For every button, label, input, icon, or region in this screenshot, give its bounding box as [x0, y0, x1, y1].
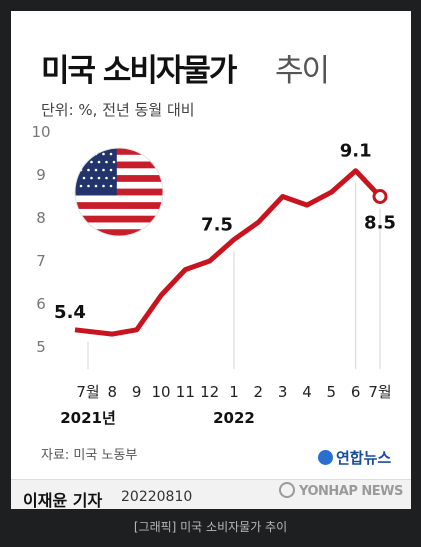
flag-star: [79, 184, 83, 188]
x-tick-label: 12: [200, 383, 219, 401]
flag-star: [102, 152, 105, 156]
flag-star: [109, 152, 113, 156]
infographic-card: 미국 소비자물가 추이 단위: %, 전년 동월 대비 5 6 7 8 9 10 5.4 7…: [11, 11, 411, 509]
chart-title-suffix: 추이: [275, 53, 330, 89]
flag-star: [94, 184, 98, 188]
x-tick-label: 7월: [368, 383, 391, 401]
flag-stripe: [75, 188, 163, 196]
x-tick-label: 1: [229, 383, 239, 401]
flag-star: [112, 160, 116, 164]
chart-title: 미국 소비자물가: [41, 53, 237, 89]
flag-star: [112, 176, 116, 180]
flag-stripe: [75, 215, 163, 223]
y-tick-label: 5: [36, 338, 46, 356]
publish-date: 20220810: [121, 489, 193, 505]
x-tick-label: 7월: [76, 383, 99, 401]
y-tick-label: 9: [36, 166, 46, 184]
footer-bar: [11, 479, 411, 509]
year-label: 2021년: [60, 409, 116, 427]
y-tick-label: 8: [36, 209, 46, 227]
yonhap-logo-text: 연합뉴스: [336, 449, 392, 467]
flag-stripe: [75, 202, 163, 210]
y-tick-label: 6: [36, 295, 46, 313]
data-label: 8.5: [364, 213, 396, 234]
flag-body: [75, 148, 163, 236]
flag-star: [109, 184, 113, 188]
x-tick-label: 4: [302, 383, 312, 401]
x-tick-label: 2: [254, 383, 264, 401]
flag-stripe: [75, 175, 163, 183]
reporter-name: 이재윤 기자: [23, 491, 103, 509]
flag-star: [90, 160, 93, 164]
flag-stripe: [75, 168, 163, 176]
end-point-marker: [372, 189, 388, 204]
flag-star: [82, 160, 86, 164]
us-flag-icon: [74, 147, 164, 237]
flag-stripe: [75, 222, 163, 230]
flag-star: [97, 176, 101, 180]
flag-star: [87, 184, 90, 188]
flag-stripe: [75, 161, 163, 169]
flag-stripe: [75, 181, 163, 190]
flag-star: [87, 168, 90, 172]
flag-stripe: [75, 208, 163, 217]
guide-lines: [87, 182, 381, 369]
yonhap-logo-icon: [318, 450, 333, 465]
series-layer: [74, 168, 388, 337]
x-tick-label: 10: [151, 383, 170, 401]
flag-star: [109, 168, 113, 172]
flag-star: [102, 168, 105, 172]
x-tick-label: 3: [278, 383, 288, 401]
source-note: 자료: 미국 노동부: [41, 448, 138, 463]
x-tick-label: 8: [108, 383, 118, 401]
y-tick-label: 10: [31, 123, 50, 141]
flag-star: [87, 152, 90, 156]
y-tick-label: 7: [36, 252, 46, 270]
x-tick-label: 5: [327, 383, 337, 401]
x-tick-label: 9: [132, 383, 142, 401]
y-axis: 5 6 7 8 9 10: [31, 123, 50, 356]
flag-stripe: [75, 154, 163, 163]
x-tick-label: 11: [176, 383, 195, 401]
flag-stripe: [75, 229, 163, 236]
watermark-text: YONHAP NEWS: [299, 484, 403, 499]
series-line: [74, 168, 382, 337]
flag-star: [90, 176, 93, 180]
data-labels: 5.4 7.5 9.1 8.5: [54, 141, 396, 323]
x-tick-label: 6: [351, 383, 361, 401]
flag-star: [97, 160, 101, 164]
image-caption: [그래픽] 미국 소비자물가 추이: [133, 520, 288, 534]
flag-star: [94, 168, 98, 172]
unit-label: 단위: %, 전년 동월 대비: [41, 101, 195, 119]
flag-star: [105, 176, 108, 180]
flag-star: [79, 152, 83, 156]
watermark-icon: [279, 482, 295, 498]
flag-star: [82, 176, 86, 180]
flag-stripe: [75, 148, 163, 156]
data-label: 5.4: [54, 302, 86, 323]
year-label: 2022: [213, 409, 255, 427]
flag-star: [102, 184, 105, 188]
yonhap-logo: 연합뉴스: [318, 447, 391, 468]
data-label: 7.5: [201, 215, 233, 236]
data-label: 9.1: [340, 141, 372, 162]
flag-outline: [74, 147, 164, 237]
watermark: YONHAP NEWS: [279, 482, 403, 499]
flag-stripe: [75, 195, 163, 203]
flag-star: [105, 160, 108, 164]
